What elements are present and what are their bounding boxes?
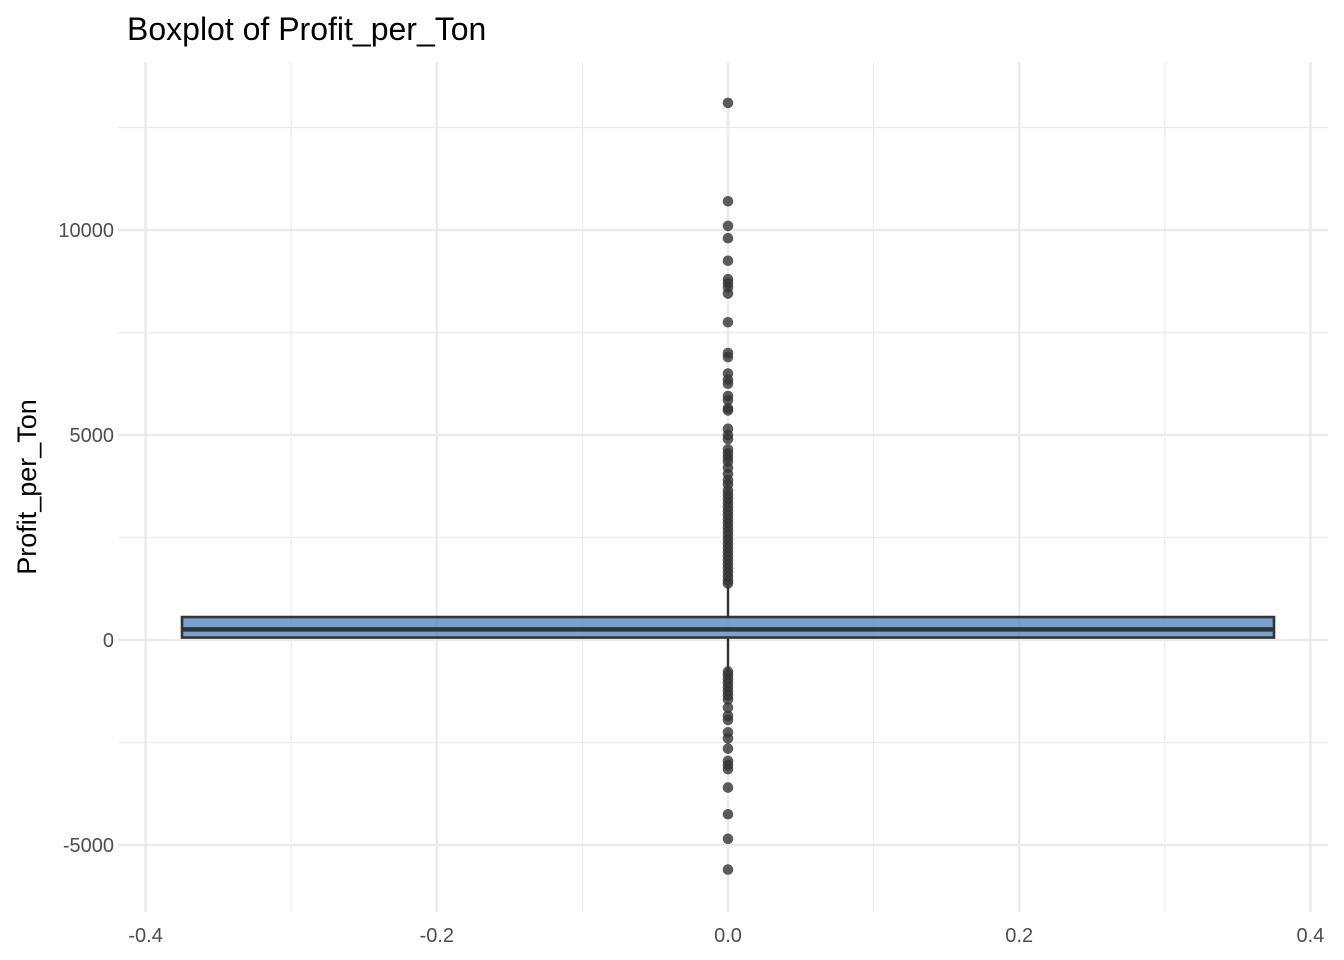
outlier-points bbox=[722, 97, 734, 875]
boxplot bbox=[180, 585, 1276, 672]
grid-lines bbox=[118, 62, 1328, 912]
y-tick-label: -5000 bbox=[63, 835, 114, 857]
outlier-point bbox=[722, 288, 734, 299]
outlier-point bbox=[722, 351, 734, 363]
outlier-point bbox=[722, 782, 734, 793]
x-tick-label: 0.2 bbox=[1005, 925, 1033, 947]
chart-title: Boxplot of Profit_per_Ton bbox=[127, 11, 486, 47]
outlier-point bbox=[722, 220, 734, 232]
outlier-point bbox=[722, 763, 734, 775]
outlier-point bbox=[722, 743, 734, 754]
outlier-point bbox=[722, 196, 734, 207]
outlier-point bbox=[722, 97, 734, 109]
outlier-point bbox=[722, 702, 734, 713]
x-tick-label: -0.2 bbox=[420, 925, 454, 947]
outlier-point bbox=[722, 316, 734, 328]
outlier-point bbox=[722, 694, 734, 705]
y-tick-label: 0 bbox=[103, 630, 114, 652]
outlier-point bbox=[722, 714, 734, 726]
outlier-point bbox=[722, 833, 734, 845]
outlier-point bbox=[722, 394, 734, 406]
outlier-point bbox=[722, 255, 734, 267]
y-tick-label: 10000 bbox=[58, 220, 114, 242]
x-tick-label: 0.0 bbox=[714, 925, 742, 947]
outlier-point bbox=[722, 733, 734, 744]
y-tick-label: 5000 bbox=[70, 425, 115, 447]
axis-ticks: -0.4 -0.2 0.0 0.2 0.4 -5000 0 5000 10000 bbox=[58, 220, 1324, 947]
x-tick-label: 0.4 bbox=[1296, 925, 1324, 947]
outlier-point bbox=[722, 405, 734, 416]
outlier-point bbox=[722, 378, 734, 390]
x-tick-label: -0.4 bbox=[128, 925, 162, 947]
y-axis-label: Profit_per_Ton bbox=[12, 399, 42, 575]
outlier-point bbox=[722, 808, 734, 820]
outlier-point bbox=[722, 864, 734, 875]
outlier-point bbox=[722, 232, 734, 244]
outlier-point bbox=[722, 578, 734, 589]
outlier-point bbox=[722, 433, 734, 445]
